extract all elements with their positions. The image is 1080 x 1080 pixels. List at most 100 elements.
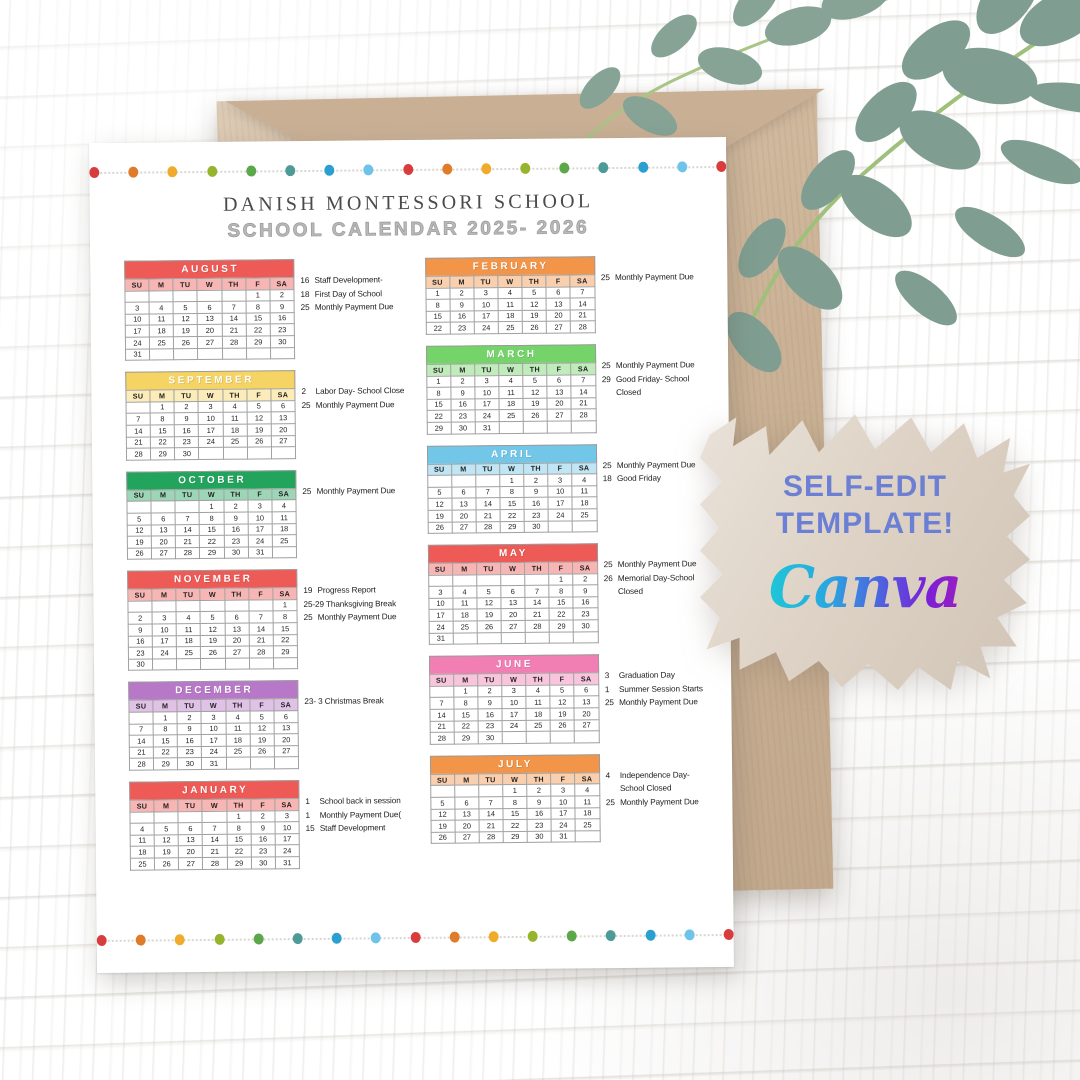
day-cell[interactable]: 31 — [275, 856, 300, 869]
day-cell[interactable]: 27 — [546, 321, 571, 334]
day-cell[interactable]: 17 — [201, 734, 226, 747]
day-cell[interactable]: 21 — [202, 845, 227, 858]
day-cell[interactable]: 25 — [272, 534, 297, 547]
day-cell[interactable]: 25 — [149, 336, 174, 349]
day-cell[interactable]: 16 — [477, 708, 503, 721]
empty-day-cell[interactable] — [126, 501, 152, 514]
day-cell[interactable]: 12 — [249, 722, 275, 735]
day-cell[interactable]: 13 — [273, 722, 299, 735]
day-cell[interactable]: 5 — [246, 400, 271, 413]
day-cell[interactable]: 31 — [248, 546, 273, 559]
day-cell[interactable]: 20 — [197, 324, 222, 337]
day-cell[interactable]: 22 — [226, 845, 252, 858]
day-cell[interactable]: 6 — [451, 486, 476, 499]
day-cell[interactable]: 19 — [154, 846, 179, 858]
day-cell[interactable]: 30 — [450, 421, 476, 434]
day-cell[interactable]: 27 — [574, 719, 599, 732]
day-cell[interactable]: 21 — [129, 746, 154, 759]
day-cell[interactable]: 18 — [225, 734, 251, 747]
day-cell[interactable]: 1 — [245, 289, 270, 302]
day-cell[interactable]: 13 — [454, 808, 479, 821]
day-cell[interactable]: 15 — [153, 734, 178, 747]
day-cell[interactable]: 14 — [221, 312, 246, 325]
empty-day-cell[interactable] — [547, 420, 572, 433]
empty-day-cell[interactable] — [197, 289, 222, 302]
day-cell[interactable]: 21 — [429, 720, 454, 733]
empty-day-cell[interactable] — [270, 347, 295, 360]
day-cell[interactable]: 3 — [274, 810, 300, 823]
day-cell[interactable]: 8 — [199, 512, 224, 525]
empty-day-cell[interactable] — [502, 731, 527, 744]
empty-day-cell[interactable] — [175, 500, 200, 513]
day-cell[interactable]: 25 — [498, 321, 523, 334]
day-cell[interactable]: 25 — [130, 857, 155, 870]
day-cell[interactable]: 16 — [449, 310, 475, 323]
day-cell[interactable]: 30 — [177, 757, 202, 770]
day-cell[interactable]: 26 — [127, 547, 152, 560]
day-cell[interactable]: 31 — [428, 632, 454, 645]
empty-day-cell[interactable] — [222, 347, 247, 360]
day-cell[interactable]: 16 — [223, 523, 249, 536]
day-cell[interactable]: 1 — [153, 711, 178, 724]
day-cell[interactable]: 9 — [450, 387, 475, 399]
day-cell[interactable]: 19 — [246, 423, 272, 436]
day-cell[interactable]: 13 — [546, 298, 571, 310]
day-cell[interactable]: 23 — [477, 720, 503, 733]
day-cell[interactable]: 24 — [275, 844, 300, 857]
day-cell[interactable]: 17 — [474, 398, 500, 411]
day-cell[interactable]: 30 — [527, 830, 552, 843]
day-cell[interactable]: 28 — [571, 409, 596, 421]
day-cell[interactable]: 29 — [549, 620, 574, 632]
day-cell[interactable]: 6 — [273, 710, 299, 723]
day-cell[interactable]: 26 — [250, 745, 275, 758]
day-cell[interactable]: 8 — [425, 299, 450, 312]
day-cell[interactable]: 26 — [476, 620, 502, 633]
day-cell[interactable]: 21 — [221, 324, 247, 337]
day-cell[interactable]: 6 — [178, 822, 203, 835]
day-cell[interactable]: 15 — [549, 596, 574, 609]
empty-day-cell[interactable] — [126, 401, 151, 414]
day-cell[interactable]: 20 — [454, 820, 479, 832]
day-cell[interactable]: 3 — [125, 302, 150, 315]
day-cell[interactable]: 18 — [272, 523, 297, 535]
day-cell[interactable]: 23 — [177, 746, 202, 759]
empty-day-cell[interactable] — [477, 632, 502, 645]
day-cell[interactable]: 11 — [498, 386, 524, 399]
day-cell[interactable]: 30 — [524, 520, 549, 533]
day-cell[interactable]: 5 — [154, 822, 179, 835]
day-cell[interactable]: 23 — [450, 410, 476, 423]
day-cell[interactable]: 4 — [149, 301, 174, 314]
day-cell[interactable]: 6 — [224, 611, 249, 624]
empty-day-cell[interactable] — [200, 600, 225, 612]
day-cell[interactable]: 15 — [226, 833, 251, 846]
day-cell[interactable]: 11 — [572, 485, 597, 498]
day-cell[interactable]: 22 — [426, 410, 451, 423]
day-cell[interactable]: 6 — [454, 796, 479, 809]
day-cell[interactable]: 31 — [201, 757, 227, 770]
day-cell[interactable]: 28 — [202, 857, 228, 870]
day-cell[interactable]: 10 — [198, 412, 223, 425]
day-cell[interactable]: 2 — [174, 401, 199, 414]
day-cell[interactable]: 2 — [449, 287, 474, 300]
day-cell[interactable]: 22 — [499, 509, 525, 522]
day-cell[interactable]: 12 — [522, 298, 547, 311]
empty-day-cell[interactable] — [200, 658, 226, 670]
day-cell[interactable]: 5 — [521, 286, 547, 299]
day-cell[interactable]: 17 — [551, 807, 576, 820]
day-cell[interactable]: 12 — [154, 834, 179, 847]
day-cell[interactable]: 3 — [428, 586, 453, 599]
day-cell[interactable]: 11 — [452, 597, 477, 610]
day-cell[interactable]: 1 — [272, 599, 298, 612]
day-cell[interactable]: 18 — [575, 807, 600, 820]
day-cell[interactable]: 6 — [574, 684, 599, 697]
day-cell[interactable]: 24 — [201, 746, 226, 758]
day-cell[interactable]: 9 — [449, 299, 474, 311]
day-cell[interactable]: 30 — [251, 856, 276, 869]
day-cell[interactable]: 24 — [548, 508, 573, 521]
day-cell[interactable]: 18 — [222, 424, 248, 436]
day-cell[interactable]: 21 — [571, 397, 596, 410]
day-cell[interactable]: 4 — [572, 473, 597, 486]
day-cell[interactable]: 21 — [570, 309, 595, 322]
day-cell[interactable]: 20 — [574, 707, 599, 720]
day-cell[interactable]: 1 — [502, 784, 527, 797]
